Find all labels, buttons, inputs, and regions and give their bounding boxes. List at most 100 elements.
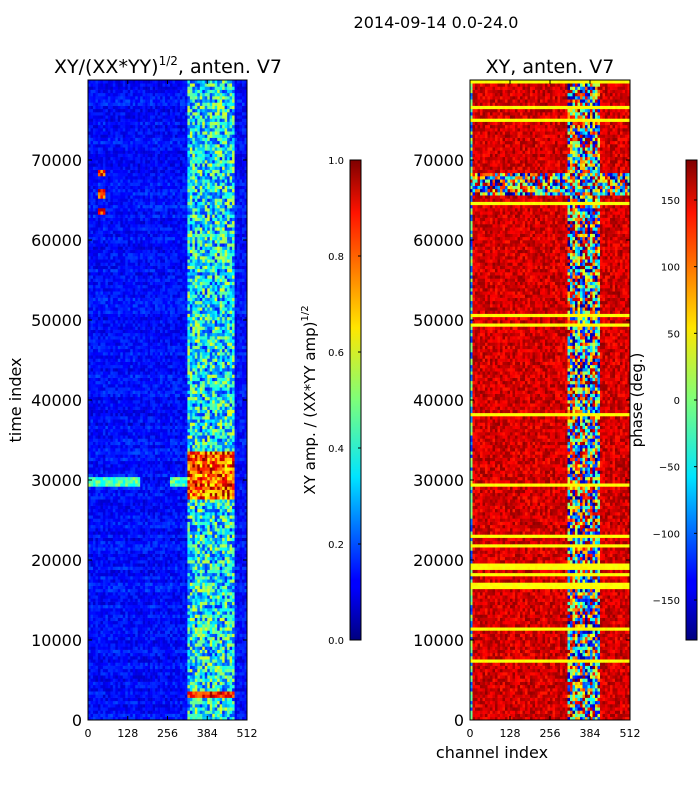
amplitude-cell [217, 700, 220, 705]
amplitude-cell [229, 544, 233, 548]
amplitude-cell [120, 521, 124, 526]
amplitude-cell [130, 473, 134, 478]
amplitude-cell [214, 710, 218, 714]
amplitude-cell [147, 576, 151, 580]
amplitude-cell [117, 486, 121, 490]
amplitude-cell [239, 598, 243, 602]
amplitude-cell [165, 633, 168, 638]
amplitude-cell [199, 630, 203, 634]
amplitude-cell [145, 601, 148, 606]
amplitude-cell [115, 656, 119, 660]
amplitude-cell [197, 681, 201, 686]
amplitude-cell [239, 518, 243, 522]
amplitude-cell [137, 601, 141, 606]
amplitude-cell [160, 704, 163, 708]
amplitude-cell [117, 643, 121, 647]
amplitude-cell [92, 524, 96, 529]
amplitude-cell [184, 592, 188, 596]
amplitude-cell [204, 566, 208, 570]
amplitude-cell [162, 675, 166, 679]
amplitude-cell [232, 502, 235, 506]
amplitude-cell [179, 704, 183, 708]
amplitude-cell [244, 499, 247, 503]
amplitude-cell [122, 560, 126, 564]
amplitude-cell [107, 512, 111, 516]
amplitude-cell [187, 592, 191, 596]
amplitude-cell [125, 636, 129, 641]
amplitude-cell [160, 502, 163, 506]
amplitude-cell [229, 534, 233, 538]
amplitude-cell [120, 710, 124, 714]
amplitude-cell [214, 630, 218, 634]
amplitude-cell [157, 515, 161, 519]
amplitude-cell [122, 707, 126, 711]
amplitude-cell [90, 518, 94, 522]
amplitude-cell [135, 515, 138, 519]
amplitude-cell [152, 547, 156, 551]
amplitude-cell [165, 505, 168, 510]
amplitude-cell [239, 662, 243, 666]
amplitude-cell [237, 633, 240, 638]
amplitude-cell [212, 611, 215, 615]
amplitude-cell [110, 672, 114, 676]
amplitude-cell [182, 649, 186, 654]
amplitude-cell [115, 547, 119, 551]
amplitude-cell [199, 489, 203, 494]
amplitude-cell [100, 704, 104, 708]
amplitude-cell [120, 633, 124, 638]
amplitude-cell [227, 473, 230, 478]
amplitude-cell [237, 473, 240, 478]
amplitude-cell [244, 534, 247, 538]
amplitude-cell [242, 608, 245, 612]
amplitude-cell [90, 681, 94, 686]
amplitude-cell [234, 582, 238, 586]
amplitude-cell [207, 707, 211, 711]
amplitude-cell [184, 582, 188, 586]
amplitude-cell [117, 480, 121, 484]
amplitude-cell [165, 496, 168, 500]
amplitude-cell [127, 684, 131, 689]
amplitude-cell [130, 700, 134, 705]
amplitude-cell [165, 688, 168, 692]
amplitude-cell [172, 492, 176, 497]
amplitude-cell [242, 563, 245, 567]
amplitude-cell [207, 492, 211, 497]
amplitude-cell [244, 646, 247, 650]
amplitude-cell [132, 614, 136, 618]
amplitude-cell [115, 592, 119, 596]
amplitude-cell [140, 611, 143, 615]
amplitude-cell [145, 675, 148, 679]
amplitude-cell [147, 678, 151, 682]
amplitude-cell [184, 713, 188, 718]
amplitude-cell [237, 694, 240, 698]
amplitude-cell [160, 524, 163, 529]
amplitude-cell [182, 502, 186, 506]
amplitude-cell [132, 704, 136, 708]
amplitude-cell [237, 608, 240, 612]
amplitude-cell [140, 598, 143, 602]
amplitude-cell [229, 582, 233, 586]
amplitude-cell [95, 531, 99, 535]
amplitude-cell [145, 672, 148, 676]
amplitude-cell [120, 598, 124, 602]
amplitude-cell [217, 656, 220, 660]
amplitude-cell [162, 630, 166, 634]
amplitude-cell [157, 576, 161, 580]
amplitude-cell [207, 614, 211, 618]
amplitude-cell [157, 675, 161, 679]
amplitude-cell [165, 614, 168, 618]
figure-title: 2014-09-14 0.0-24.0 [354, 13, 519, 32]
amplitude-cell [95, 582, 99, 586]
amplitude-cell [204, 499, 208, 503]
amplitude-cell [237, 652, 240, 657]
amplitude-cell [224, 563, 228, 567]
amplitude-cell [100, 486, 104, 490]
amplitude-cell [224, 620, 228, 625]
amplitude-cell [197, 524, 201, 529]
amplitude-cell [179, 672, 183, 676]
amplitude-cell [222, 566, 225, 570]
amplitude-cell [112, 502, 116, 506]
amplitude-cell [127, 480, 131, 484]
amplitude-cell [199, 486, 203, 490]
amplitude-cell [100, 502, 104, 506]
